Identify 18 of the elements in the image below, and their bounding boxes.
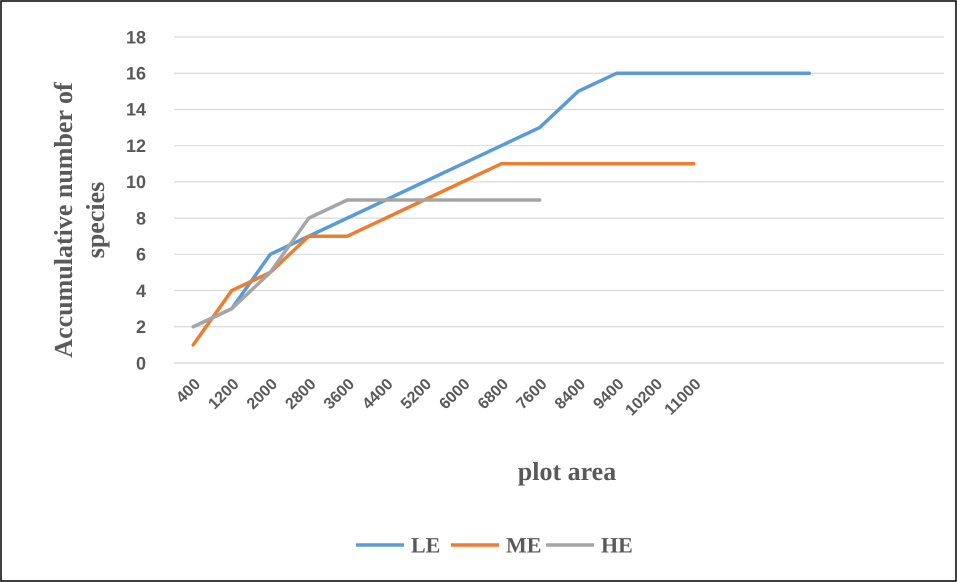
y-tick-label: 14: [126, 100, 146, 120]
x-axis-title: plot area: [518, 457, 616, 486]
legend-label: HE: [601, 532, 633, 558]
y-tick-label: 4: [136, 280, 146, 301]
line-series: [192, 198, 542, 329]
x-tick-label: 400: [173, 376, 204, 407]
y-tick-label: 2: [136, 317, 146, 338]
y-tick-label: 8: [136, 208, 146, 228]
line-series: [192, 162, 696, 347]
y-tick-label: 18: [126, 27, 146, 48]
y-tick-label: 10: [126, 172, 146, 192]
legend-label: ME: [506, 532, 542, 558]
legend-label: LE: [411, 532, 440, 558]
y-tick-label: 16: [126, 64, 146, 84]
y-tick-label: 12: [126, 136, 146, 156]
y-tick-label: 0: [136, 353, 146, 374]
y-tick-label: 6: [136, 244, 146, 265]
y-axis-title: Accumulative number of species: [49, 82, 110, 358]
